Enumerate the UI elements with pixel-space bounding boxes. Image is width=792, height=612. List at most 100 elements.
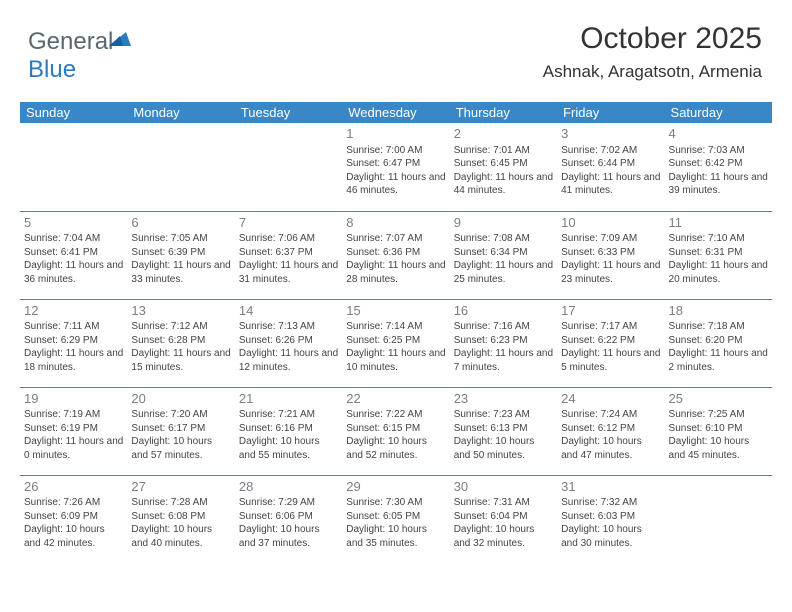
sunrise-line: Sunrise: 7:31 AM [454, 496, 553, 510]
sunrise-line: Sunrise: 7:09 AM [561, 232, 660, 246]
sunrise-line: Sunrise: 7:12 AM [131, 320, 230, 334]
header-right: October 2025 Ashnak, Aragatsotn, Armenia [543, 22, 762, 82]
day-number: 19 [24, 390, 123, 408]
daylight-line: Daylight: 10 hours and 35 minutes. [346, 523, 445, 550]
calendar-cell: 25Sunrise: 7:25 AMSunset: 6:10 PMDayligh… [665, 387, 772, 475]
day-number: 30 [454, 478, 553, 496]
calendar-cell: 17Sunrise: 7:17 AMSunset: 6:22 PMDayligh… [557, 299, 664, 387]
sunrise-line: Sunrise: 7:10 AM [669, 232, 768, 246]
calendar-cell [235, 123, 342, 211]
daylight-line: Daylight: 11 hours and 44 minutes. [454, 171, 553, 198]
sunset-line: Sunset: 6:08 PM [131, 510, 230, 524]
day-number: 20 [131, 390, 230, 408]
sunrise-line: Sunrise: 7:04 AM [24, 232, 123, 246]
daylight-line: Daylight: 11 hours and 36 minutes. [24, 259, 123, 286]
daylight-line: Daylight: 10 hours and 32 minutes. [454, 523, 553, 550]
sunset-line: Sunset: 6:20 PM [669, 334, 768, 348]
day-header: Friday [557, 102, 664, 123]
sunrise-line: Sunrise: 7:02 AM [561, 144, 660, 158]
sunrise-line: Sunrise: 7:14 AM [346, 320, 445, 334]
sunrise-line: Sunrise: 7:24 AM [561, 408, 660, 422]
sunset-line: Sunset: 6:44 PM [561, 157, 660, 171]
calendar-cell: 6Sunrise: 7:05 AMSunset: 6:39 PMDaylight… [127, 211, 234, 299]
sunrise-line: Sunrise: 7:11 AM [24, 320, 123, 334]
day-number: 12 [24, 302, 123, 320]
day-number: 9 [454, 214, 553, 232]
sunset-line: Sunset: 6:22 PM [561, 334, 660, 348]
daylight-line: Daylight: 11 hours and 31 minutes. [239, 259, 338, 286]
sunset-line: Sunset: 6:17 PM [131, 422, 230, 436]
sunset-line: Sunset: 6:45 PM [454, 157, 553, 171]
day-number: 22 [346, 390, 445, 408]
day-number: 16 [454, 302, 553, 320]
day-header: Wednesday [342, 102, 449, 123]
daylight-line: Daylight: 10 hours and 52 minutes. [346, 435, 445, 462]
day-number: 21 [239, 390, 338, 408]
sunset-line: Sunset: 6:23 PM [454, 334, 553, 348]
sunset-line: Sunset: 6:47 PM [346, 157, 445, 171]
sunrise-line: Sunrise: 7:00 AM [346, 144, 445, 158]
sunrise-line: Sunrise: 7:25 AM [669, 408, 768, 422]
day-header: Monday [127, 102, 234, 123]
sunrise-line: Sunrise: 7:26 AM [24, 496, 123, 510]
sunrise-line: Sunrise: 7:13 AM [239, 320, 338, 334]
day-number: 18 [669, 302, 768, 320]
sunrise-line: Sunrise: 7:21 AM [239, 408, 338, 422]
daylight-line: Daylight: 11 hours and 2 minutes. [669, 347, 768, 374]
day-number: 29 [346, 478, 445, 496]
sunset-line: Sunset: 6:28 PM [131, 334, 230, 348]
day-number: 14 [239, 302, 338, 320]
sunset-line: Sunset: 6:36 PM [346, 246, 445, 260]
day-header: Tuesday [235, 102, 342, 123]
sunset-line: Sunset: 6:29 PM [24, 334, 123, 348]
day-number: 5 [24, 214, 123, 232]
daylight-line: Daylight: 11 hours and 33 minutes. [131, 259, 230, 286]
daylight-line: Daylight: 10 hours and 55 minutes. [239, 435, 338, 462]
sunrise-line: Sunrise: 7:20 AM [131, 408, 230, 422]
daylight-line: Daylight: 11 hours and 7 minutes. [454, 347, 553, 374]
sunset-line: Sunset: 6:42 PM [669, 157, 768, 171]
calendar-cell: 4Sunrise: 7:03 AMSunset: 6:42 PMDaylight… [665, 123, 772, 211]
day-number: 13 [131, 302, 230, 320]
calendar-cell: 23Sunrise: 7:23 AMSunset: 6:13 PMDayligh… [450, 387, 557, 475]
day-number: 1 [346, 125, 445, 143]
day-number: 27 [131, 478, 230, 496]
daylight-line: Daylight: 11 hours and 10 minutes. [346, 347, 445, 374]
sunrise-line: Sunrise: 7:17 AM [561, 320, 660, 334]
calendar-cell: 30Sunrise: 7:31 AMSunset: 6:04 PMDayligh… [450, 475, 557, 563]
sunset-line: Sunset: 6:33 PM [561, 246, 660, 260]
calendar-cell: 5Sunrise: 7:04 AMSunset: 6:41 PMDaylight… [20, 211, 127, 299]
sunrise-line: Sunrise: 7:19 AM [24, 408, 123, 422]
sunset-line: Sunset: 6:04 PM [454, 510, 553, 524]
calendar-cell [127, 123, 234, 211]
calendar-cell: 9Sunrise: 7:08 AMSunset: 6:34 PMDaylight… [450, 211, 557, 299]
day-number: 8 [346, 214, 445, 232]
calendar-cell: 8Sunrise: 7:07 AMSunset: 6:36 PMDaylight… [342, 211, 449, 299]
calendar-cell: 16Sunrise: 7:16 AMSunset: 6:23 PMDayligh… [450, 299, 557, 387]
daylight-line: Daylight: 10 hours and 42 minutes. [24, 523, 123, 550]
day-number: 6 [131, 214, 230, 232]
day-number: 24 [561, 390, 660, 408]
calendar-cell: 1Sunrise: 7:00 AMSunset: 6:47 PMDaylight… [342, 123, 449, 211]
calendar-cell: 10Sunrise: 7:09 AMSunset: 6:33 PMDayligh… [557, 211, 664, 299]
logo-text-2: Blue [28, 56, 76, 83]
calendar-cell: 26Sunrise: 7:26 AMSunset: 6:09 PMDayligh… [20, 475, 127, 563]
sunrise-line: Sunrise: 7:18 AM [669, 320, 768, 334]
calendar-cell: 29Sunrise: 7:30 AMSunset: 6:05 PMDayligh… [342, 475, 449, 563]
day-number: 15 [346, 302, 445, 320]
sunset-line: Sunset: 6:41 PM [24, 246, 123, 260]
sunrise-line: Sunrise: 7:05 AM [131, 232, 230, 246]
calendar-cell: 24Sunrise: 7:24 AMSunset: 6:12 PMDayligh… [557, 387, 664, 475]
daylight-line: Daylight: 11 hours and 0 minutes. [24, 435, 123, 462]
sunset-line: Sunset: 6:13 PM [454, 422, 553, 436]
calendar-table: SundayMondayTuesdayWednesdayThursdayFrid… [20, 102, 772, 563]
sunset-line: Sunset: 6:31 PM [669, 246, 768, 260]
sunset-line: Sunset: 6:16 PM [239, 422, 338, 436]
calendar-cell: 14Sunrise: 7:13 AMSunset: 6:26 PMDayligh… [235, 299, 342, 387]
daylight-line: Daylight: 11 hours and 18 minutes. [24, 347, 123, 374]
sunset-line: Sunset: 6:15 PM [346, 422, 445, 436]
calendar-cell: 31Sunrise: 7:32 AMSunset: 6:03 PMDayligh… [557, 475, 664, 563]
daylight-line: Daylight: 10 hours and 57 minutes. [131, 435, 230, 462]
calendar-cell: 21Sunrise: 7:21 AMSunset: 6:16 PMDayligh… [235, 387, 342, 475]
daylight-line: Daylight: 11 hours and 25 minutes. [454, 259, 553, 286]
